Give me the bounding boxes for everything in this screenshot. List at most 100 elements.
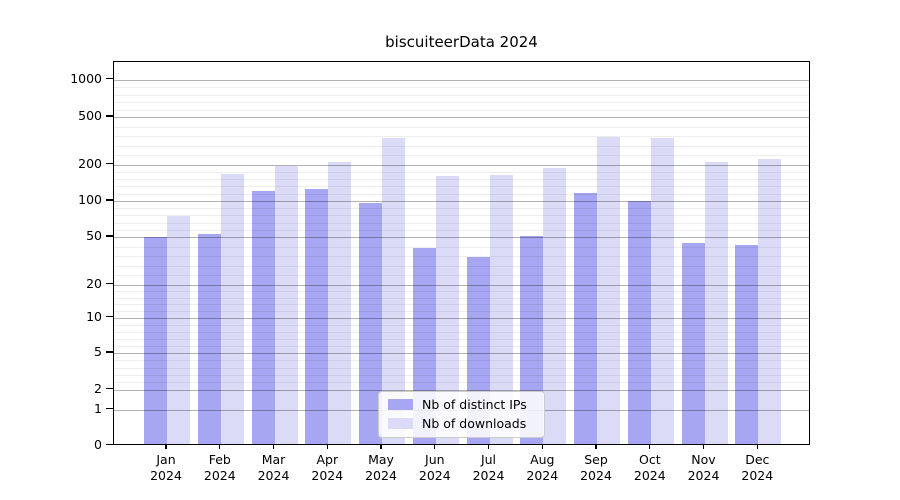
gridline-minor <box>114 345 809 347</box>
x-axis-tick-mark <box>487 444 490 449</box>
gridline-minor <box>114 291 809 293</box>
bar-downloads <box>328 161 352 444</box>
gridline-minor <box>114 297 809 299</box>
legend-swatch-downloads <box>388 418 413 429</box>
gridline-minor <box>114 136 809 137</box>
x-axis-tick-mark <box>272 444 275 449</box>
bar-downloads <box>435 176 459 444</box>
x-axis-tick-mark <box>326 444 328 449</box>
bar-distinct-ips <box>681 243 705 444</box>
y-axis-tick-label: 0 <box>94 436 102 452</box>
bar-distinct-ips <box>627 200 651 444</box>
y-axis-tick-mark <box>106 77 113 80</box>
legend-entry-downloads: Nb of downloads <box>388 416 535 431</box>
bar-distinct-ips <box>251 191 275 444</box>
x-axis-tick-mark <box>165 444 167 449</box>
x-axis-tick-mark <box>434 444 436 449</box>
gridline-minor <box>114 367 809 369</box>
y-axis-tick-label: 100 <box>78 192 102 207</box>
gridline-minor <box>114 215 809 217</box>
gridline-minor <box>114 186 809 188</box>
gridline-minor <box>114 338 809 340</box>
bar-distinct-ips <box>359 202 382 444</box>
chart-title: biscuiteerData 2024 <box>385 33 538 51</box>
x-axis-tick-label: Sep 2024 <box>580 452 612 484</box>
gridline-major <box>114 317 809 319</box>
gridline-minor <box>114 179 809 181</box>
gridline-minor <box>114 310 809 312</box>
gridline-minor <box>114 102 809 103</box>
y-axis-tick-mark <box>106 387 113 390</box>
legend-label-distinct-ips: Nb of distinct IPs <box>422 397 527 412</box>
x-axis-tick-label: Jul 2024 <box>472 452 505 484</box>
x-axis-tick-mark <box>380 444 382 449</box>
x-axis-tick-label: Nov 2024 <box>687 452 720 484</box>
gridline-minor <box>114 304 809 306</box>
bar-downloads <box>167 215 190 444</box>
y-axis-tick-mark <box>106 315 113 318</box>
gridline-minor <box>114 275 809 276</box>
gridline-major <box>114 164 809 166</box>
gridline-major <box>114 284 809 286</box>
bar-downloads <box>650 138 674 444</box>
y-axis-tick-label: 5 <box>94 344 102 359</box>
gridline-major <box>114 353 809 354</box>
gridline-minor <box>114 222 809 224</box>
x-axis-tick-mark <box>649 444 651 449</box>
plot-area <box>113 61 810 445</box>
y-axis-tick-mark <box>106 351 113 353</box>
bar-downloads <box>382 137 405 444</box>
x-axis-tick-label: Aug 2024 <box>526 452 559 484</box>
x-axis-tick-mark <box>219 444 221 449</box>
y-axis-tick-mark <box>106 115 113 117</box>
gridline-major <box>114 389 809 391</box>
x-axis-tick-label: Jan 2024 <box>150 452 182 484</box>
gridline-major <box>114 117 809 118</box>
gridline-minor <box>114 109 809 111</box>
gridline-minor <box>114 208 809 210</box>
gridline-minor <box>114 256 809 257</box>
bar-downloads <box>543 168 567 444</box>
bar-downloads <box>489 175 513 444</box>
y-axis-tick-label: 2 <box>94 380 102 396</box>
y-axis-tick-mark <box>106 443 113 446</box>
gridline-minor <box>114 126 809 128</box>
gridline-major <box>114 201 809 202</box>
x-axis-tick-label: Mar 2024 <box>257 452 290 484</box>
bar-distinct-ips <box>144 236 167 444</box>
x-axis-tick-mark <box>756 444 758 449</box>
gridline-major <box>114 79 809 81</box>
y-axis-tick-mark <box>106 407 113 410</box>
x-axis-tick-label: Oct 2024 <box>633 452 666 484</box>
y-axis-tick-mark <box>106 282 113 285</box>
y-axis-tick-mark <box>106 162 113 165</box>
gridline-minor <box>114 94 809 96</box>
gridline-minor <box>114 374 809 376</box>
x-axis-tick-mark <box>702 444 705 449</box>
y-axis-tick-label: 1 <box>94 400 102 416</box>
bar-downloads <box>597 136 620 444</box>
gridline-minor <box>114 155 809 156</box>
bar-distinct-ips <box>574 192 597 444</box>
x-axis-tick-label: May 2024 <box>365 452 397 484</box>
y-axis-tick-mark <box>106 199 113 201</box>
bar-distinct-ips <box>735 244 759 444</box>
gridline-minor <box>114 246 809 248</box>
gridline-minor <box>114 145 809 147</box>
bar-downloads <box>758 159 782 444</box>
gridline-minor <box>114 382 809 384</box>
y-axis-tick-label: 500 <box>78 108 102 123</box>
y-axis-tick-label: 200 <box>78 155 102 171</box>
gridline-minor <box>114 171 809 173</box>
gridline-minor <box>114 87 809 88</box>
legend-label-downloads: Nb of downloads <box>422 416 527 431</box>
y-axis-tick-label: 50 <box>86 228 102 243</box>
bar-downloads <box>704 161 728 444</box>
x-axis-tick-label: Apr 2024 <box>311 452 344 484</box>
bar-distinct-ips <box>197 233 221 444</box>
gridline-minor <box>114 324 809 326</box>
x-axis-tick-label: Dec 2024 <box>741 452 774 484</box>
y-axis-tick-label: 20 <box>86 275 102 291</box>
x-axis-tick-mark <box>595 444 597 449</box>
